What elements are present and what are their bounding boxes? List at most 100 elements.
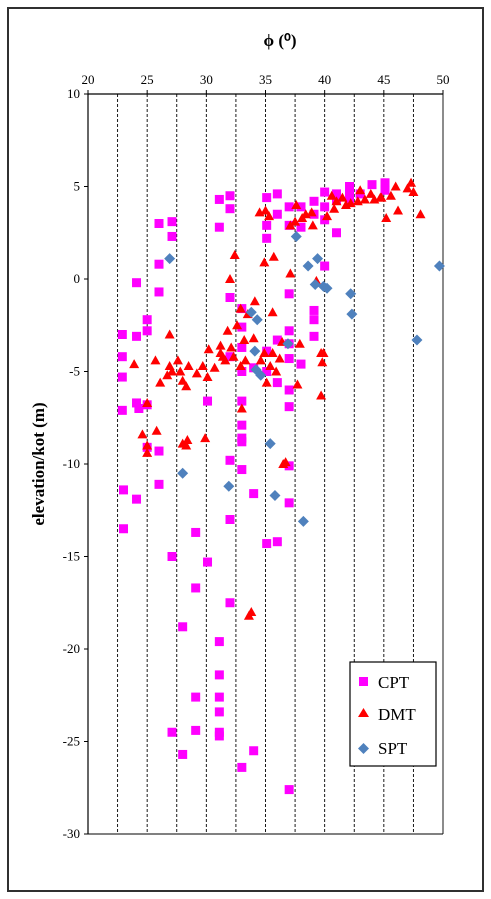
spt-point — [433, 260, 445, 272]
dmt-point — [322, 211, 333, 221]
y-tick-label: 0 — [74, 271, 81, 286]
dmt-point — [317, 357, 328, 367]
dmt-point — [226, 342, 237, 352]
cpt-point — [237, 367, 247, 376]
cpt-point — [262, 539, 272, 549]
spt-point — [302, 260, 314, 272]
cpt-point — [284, 326, 294, 336]
cpt-point — [272, 378, 282, 388]
cpt-point — [262, 233, 272, 243]
cpt-point — [225, 598, 235, 608]
cpt-point — [167, 217, 177, 227]
dmt-point — [355, 185, 366, 195]
x-tick-label: 30 — [200, 72, 213, 87]
cpt-point — [262, 193, 272, 203]
axes — [84, 90, 444, 835]
dmt-point — [202, 372, 213, 382]
dmt-point — [182, 434, 193, 444]
dmt-point — [183, 360, 194, 370]
cpt-point — [132, 494, 142, 504]
cpt-point — [167, 727, 177, 737]
dmt-point — [390, 181, 401, 191]
cpt-point — [380, 185, 390, 195]
dmt-point — [129, 359, 140, 369]
cpt-point — [237, 437, 247, 447]
dmt-point — [225, 274, 235, 283]
dmt-point — [415, 209, 426, 219]
spt-point — [177, 467, 189, 479]
cpt-point — [309, 315, 319, 325]
cpt-point — [320, 187, 330, 197]
cpt-point — [262, 346, 272, 356]
cpt-point — [203, 396, 213, 406]
dmt-point — [162, 370, 173, 380]
dmt-point — [197, 360, 208, 370]
cpt-point — [272, 209, 282, 219]
cpt-point — [214, 194, 224, 204]
dmt-point — [261, 377, 272, 387]
x-tick-label: 45 — [377, 72, 390, 87]
dmt-point — [249, 296, 260, 306]
dmt-point — [175, 366, 186, 376]
spt-point — [312, 253, 324, 265]
cpt-point — [154, 446, 164, 456]
cpt-point — [272, 189, 282, 199]
cpt-point — [296, 359, 306, 369]
cpt-point — [262, 367, 272, 376]
cpt-point — [284, 289, 294, 299]
legend-cpt-marker — [359, 677, 368, 686]
cpt-point — [214, 707, 224, 717]
cpt-point — [214, 222, 224, 232]
legend: CPT DMT SPT — [349, 661, 437, 767]
cpt-point — [214, 637, 224, 647]
legend-spt-marker — [358, 743, 369, 754]
dmt-point — [268, 251, 279, 261]
cpt-point — [225, 293, 235, 302]
cpt-point — [178, 749, 188, 759]
dmt-point — [172, 355, 183, 365]
dmt-point — [228, 351, 239, 361]
dmt-point — [229, 249, 240, 259]
dmt-point — [274, 353, 285, 363]
dmt-point — [316, 390, 327, 400]
cpt-point — [167, 552, 177, 561]
cpt-point — [132, 331, 142, 341]
dmt-point — [385, 190, 396, 200]
cpt-point — [225, 515, 235, 524]
cpt-point — [225, 204, 235, 214]
x-axis-title: ϕ (⁰) — [264, 31, 297, 50]
dmt-point — [137, 429, 148, 439]
dmt-point — [150, 355, 161, 365]
cpt-point — [320, 202, 330, 212]
cpt-point — [380, 178, 390, 188]
cpt-point — [284, 202, 294, 212]
x-tick-label: 20 — [82, 72, 95, 87]
dmt-point — [381, 212, 392, 222]
dmt-point — [329, 203, 340, 213]
spt-point — [223, 480, 235, 492]
y-tick-label: -15 — [63, 549, 80, 564]
cpt-point — [309, 196, 319, 206]
cpt-point — [214, 731, 224, 741]
dmt-point — [267, 307, 278, 317]
dmt-point — [177, 375, 188, 385]
dmt-point — [294, 338, 305, 348]
dmt-point — [406, 177, 417, 187]
dmt-point — [326, 190, 337, 200]
spt-point — [251, 314, 263, 326]
cpt-point — [154, 287, 164, 297]
dmt-point — [260, 205, 271, 215]
spt-point — [164, 253, 176, 265]
y-tick-label: -5 — [69, 364, 80, 379]
dmt-point — [306, 207, 317, 217]
dmt-point — [337, 192, 348, 202]
cpt-point — [134, 404, 144, 413]
dmt-point — [290, 216, 301, 226]
dmt-point — [232, 320, 243, 330]
cpt-point — [367, 180, 377, 190]
cpt-point — [117, 372, 127, 382]
cpt-point — [203, 557, 213, 567]
x-tick-label: 40 — [318, 72, 331, 87]
cpt-point — [332, 189, 341, 199]
dmt-point — [285, 268, 296, 278]
